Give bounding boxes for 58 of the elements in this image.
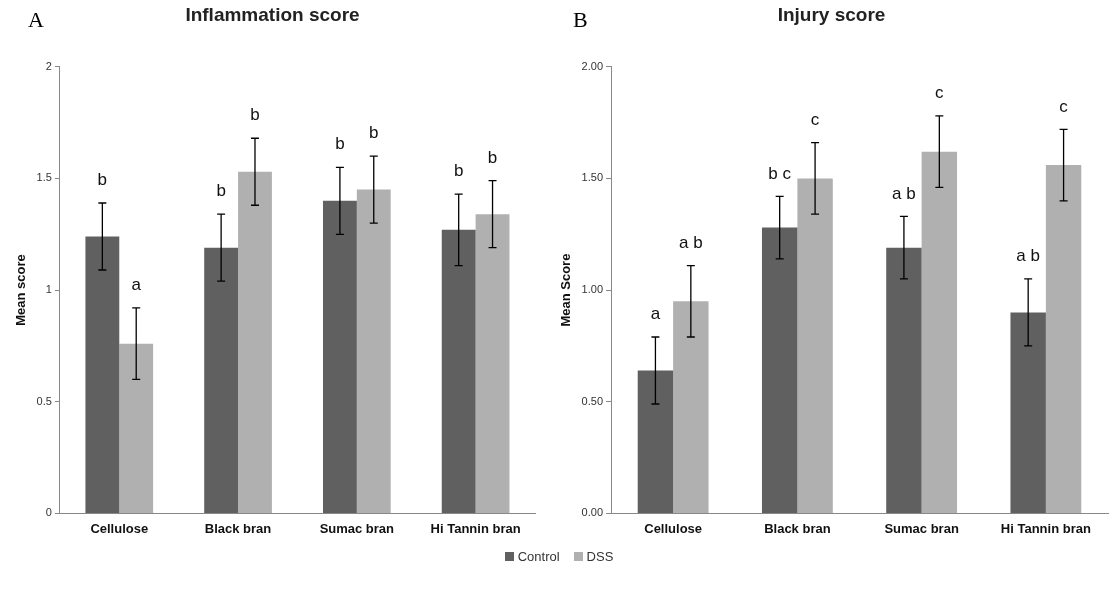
y-tick-label: 1.00 [581,283,604,296]
x-tick-label: Cellulose [644,520,703,536]
legend-label: DSS [586,549,614,564]
bar [322,200,357,513]
data-label: a b [892,183,916,203]
data-label: a b [1016,246,1040,266]
y-axis-title: Mean Score [558,253,574,327]
x-tick-label: Sumac bran [319,520,395,536]
bar [761,227,798,513]
data-label: b [369,123,379,143]
data-label: b [216,181,226,201]
data-label: b c [768,163,792,183]
x-tick-label: Hi Tannin bran [430,520,521,536]
y-tick-label: 0 [45,506,52,519]
data-label: b [97,170,108,190]
x-tick-label: Sumac bran [884,520,959,536]
data-label: b [453,161,464,181]
data-label: a [650,304,661,324]
bar [921,151,958,513]
y-tick-label: 0.00 [581,506,604,519]
data-label: a b [679,232,703,252]
bar [673,301,709,513]
data-label: b [250,105,260,125]
y-tick-label: 2 [45,59,52,72]
bar [886,247,922,513]
bar [356,189,391,513]
bar [797,178,833,513]
y-tick-label: 2.00 [581,59,604,72]
y-tick-label: 1.50 [581,171,604,184]
text: B [573,6,588,32]
data-label: b [335,134,345,154]
data-label: b [487,147,498,167]
data-label: c [1059,96,1069,116]
x-tick-label: Black bran [764,520,831,536]
x-tick-label: Hi Tannin bran [1000,520,1091,536]
chart-title: Injury score [777,3,886,25]
bar [637,370,674,513]
data-label: a [131,275,142,295]
y-tick-label: 1.5 [36,171,52,184]
data-label: c [810,109,820,129]
bar [1045,165,1082,513]
bar [85,236,120,513]
bar [441,229,476,513]
text: A [28,6,44,32]
bar [238,171,272,513]
bar [475,214,510,513]
y-tick-label: 0.50 [581,394,604,407]
bar [204,247,239,513]
bar [1010,312,1046,513]
x-tick-label: Cellulose [90,520,149,536]
y-tick-label: 0.5 [36,394,52,407]
y-axis-title: Mean score [13,254,29,326]
legend-label: Control [517,549,560,564]
y-tick-label: 1 [45,283,52,296]
data-label: c [935,83,945,103]
chart-title: Inflammation score [185,3,360,25]
bar [119,343,154,513]
x-tick-label: Black bran [204,520,272,536]
